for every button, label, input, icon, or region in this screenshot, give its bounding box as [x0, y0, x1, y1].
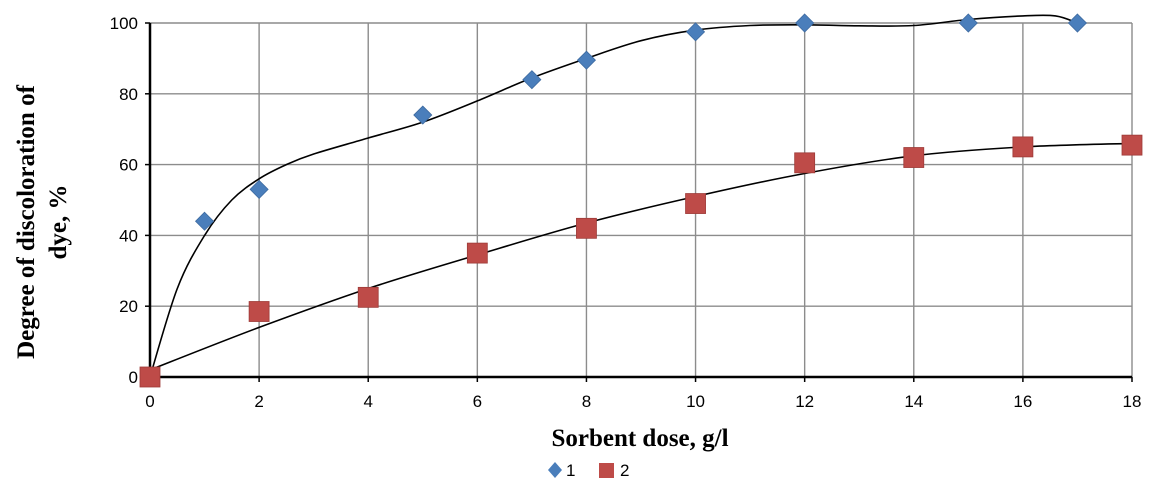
- y-tick-label: 80: [119, 85, 138, 104]
- point-series-1: [685, 22, 706, 42]
- trendline-series-1: [149, 14, 1078, 378]
- point-series-1: [576, 50, 597, 70]
- point-series-2: [1012, 136, 1034, 158]
- point-series-2: [903, 147, 925, 168]
- x-tick-label: 18: [1123, 392, 1142, 411]
- point-series-2: [357, 286, 379, 308]
- tick-labels: 0 2 4 6 8 10 12 14 16 18 0 20 40 60 80 100: [110, 14, 1142, 411]
- legend-marker-square: [599, 463, 614, 478]
- point-series-1: [522, 70, 542, 90]
- y-tick-label: 40: [119, 226, 138, 245]
- point-series-2: [576, 217, 597, 239]
- legend-item-2: 2: [599, 461, 629, 480]
- point-series-2: [248, 301, 270, 322]
- point-series-1: [1067, 13, 1088, 33]
- legend-label-2: 2: [620, 461, 629, 480]
- legend-item-1: 1: [548, 461, 575, 480]
- x-tick-label: 0: [145, 392, 154, 411]
- legend: 1 2: [548, 461, 629, 480]
- y-tick-label: 60: [119, 156, 138, 175]
- trendlines: [149, 14, 1133, 378]
- point-series-2: [1121, 134, 1143, 156]
- point-series-1: [795, 13, 815, 33]
- point-series-1: [194, 211, 215, 231]
- trendline-series-2: [149, 142, 1133, 371]
- y-tick-label: 0: [129, 368, 138, 387]
- x-tick-label: 8: [582, 392, 591, 411]
- point-series-2: [794, 152, 816, 174]
- y-tick-label: 100: [110, 14, 138, 33]
- y-axis-title-line2: dye, %: [45, 185, 72, 260]
- point-series-2: [139, 366, 161, 388]
- x-tick-label: 14: [904, 392, 923, 411]
- x-tick-label: 4: [363, 392, 372, 411]
- x-tick-label: 10: [686, 392, 705, 411]
- point-series-2: [685, 193, 706, 214]
- x-axis-title: Sorbent dose, g/l: [551, 425, 728, 452]
- legend-label-1: 1: [566, 461, 575, 480]
- y-tick-label: 20: [119, 297, 138, 316]
- x-tick-label: 6: [473, 392, 482, 411]
- x-tick-label: 12: [795, 392, 814, 411]
- grid: [149, 22, 1133, 378]
- point-series-2: [466, 242, 488, 264]
- x-tick-label: 2: [254, 392, 263, 411]
- axes: [145, 22, 1133, 382]
- legend-marker-diamond: [548, 462, 562, 478]
- point-series-1: [249, 179, 269, 199]
- x-tick-label: 16: [1013, 392, 1032, 411]
- data-markers: [139, 13, 1143, 388]
- point-series-1: [413, 105, 433, 125]
- point-series-1: [958, 13, 978, 33]
- y-axis-title-line1: Degree of discoloration of: [13, 84, 40, 358]
